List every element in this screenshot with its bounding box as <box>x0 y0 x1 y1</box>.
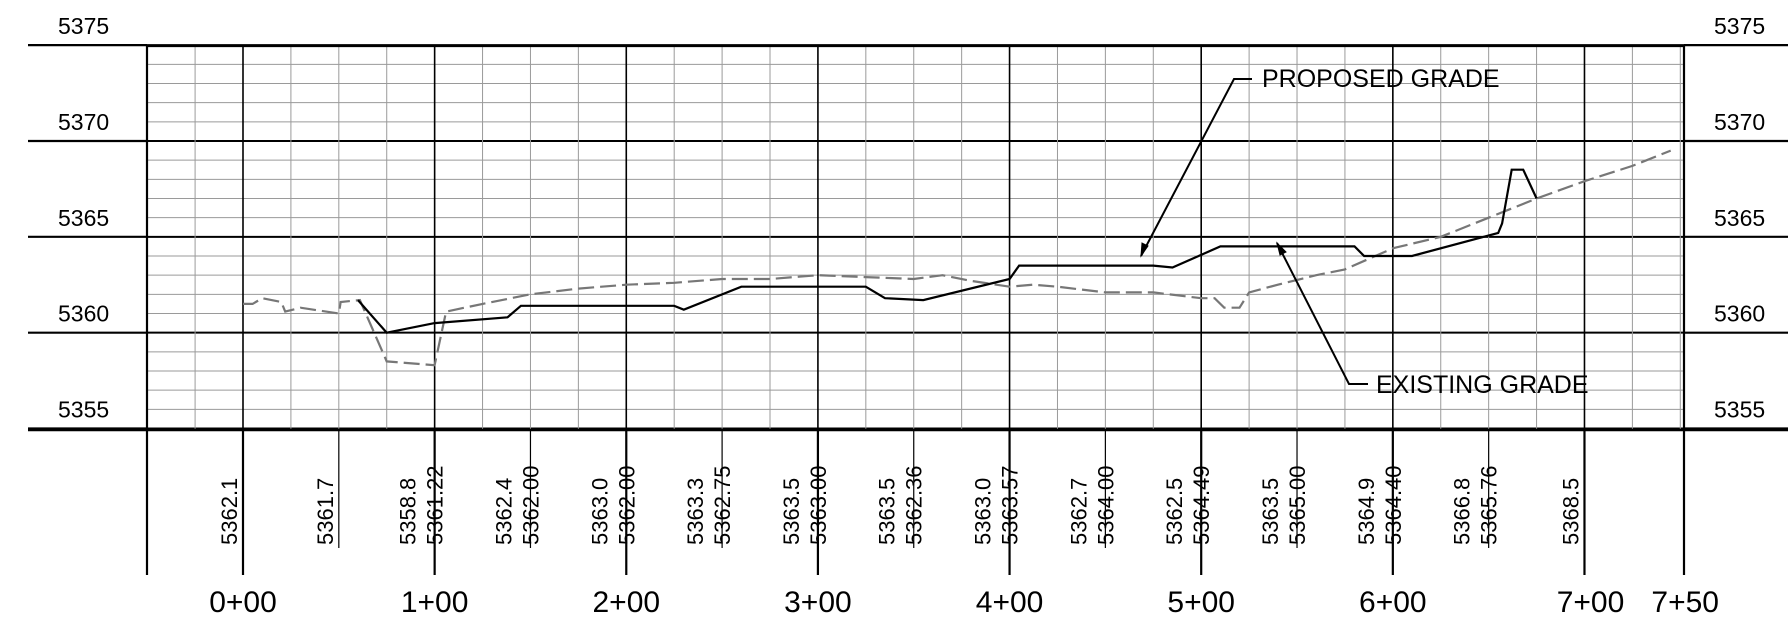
station-elevation-value: 5363.5 <box>875 478 900 545</box>
profile-grid <box>147 44 1684 430</box>
station-elevation-value: 5363.5 <box>779 478 804 545</box>
station-elevation-value: 5361.7 <box>313 478 338 545</box>
station-elevation-value: 5366.8 <box>1450 478 1475 545</box>
existing-grade-line <box>243 149 1672 367</box>
station-elevation-value: 5365.00 <box>1285 465 1310 545</box>
station-elevation-value: 5364.49 <box>1189 465 1214 545</box>
station-label: 2+00 <box>592 586 660 619</box>
proposed-grade-line <box>357 168 1538 334</box>
station-elevation-value: 5362.1 <box>217 478 242 545</box>
station-label: 3+00 <box>784 586 852 619</box>
elevation-label-left: 5365 <box>58 205 109 231</box>
station-value-table: 0+00 1+00 2+00 3+00 4+00 5+00 6+00 7+00 7+50 5362… <box>28 428 1788 619</box>
station-elevation-value: 5362.36 <box>902 465 927 545</box>
elevation-label-left: 5370 <box>58 109 109 135</box>
station-label: 7+50 <box>1651 586 1719 619</box>
station-elevation-value: 5365.76 <box>1477 465 1502 545</box>
station-elevation-value: 5362.75 <box>710 465 735 545</box>
station-elevation-value: 5364.00 <box>1093 465 1118 545</box>
station-elevation-value: 5362.00 <box>518 465 543 545</box>
existing-grade-callout: EXISTING GRADE <box>1276 241 1589 399</box>
station-label: 0+00 <box>209 586 277 619</box>
existing-grade-leader <box>1276 242 1368 385</box>
station-elevation-value: 5362.5 <box>1162 478 1187 545</box>
station-label: 4+00 <box>976 586 1044 619</box>
elevation-label-right: 5365 <box>1714 205 1765 231</box>
existing-grade-arrowhead <box>1276 241 1287 256</box>
station-label: 5+00 <box>1167 586 1235 619</box>
existing-grade-label: EXISTING GRADE <box>1376 371 1589 399</box>
elevation-label-left: 5355 <box>58 397 109 423</box>
station-elevation-value: 5364.40 <box>1381 465 1406 545</box>
proposed-grade-callout: PROPOSED GRADE <box>1140 65 1500 258</box>
elevation-label-right: 5375 <box>1714 13 1765 39</box>
station-elevation-value: 5363.5 <box>1258 478 1283 545</box>
elevation-label-left: 5375 <box>58 13 109 39</box>
station-elevation-value: 5362.4 <box>491 478 516 545</box>
station-elevation-value: 5361.22 <box>423 465 448 545</box>
station-label: 6+00 <box>1359 586 1427 619</box>
plot-frame <box>145 44 1686 575</box>
station-elevation-value: 5358.8 <box>396 478 421 545</box>
station-elevation-value: 5363.0 <box>971 478 996 545</box>
elevation-label-left: 5360 <box>58 301 109 327</box>
station-elevation-value: 5363.3 <box>683 478 708 545</box>
elevation-axis-right: 5355 5360 5365 5370 5375 <box>1684 13 1788 430</box>
station-elevation-value: 5363.57 <box>998 465 1023 545</box>
station-elevation-value: 5363.00 <box>806 465 831 545</box>
elevation-label-right: 5360 <box>1714 301 1765 327</box>
station-elevation-value: 5362.7 <box>1066 478 1091 545</box>
station-label: 7+00 <box>1557 586 1625 619</box>
proposed-grade-leader <box>1140 78 1252 257</box>
station-elevation-value: 5364.9 <box>1354 478 1379 545</box>
elevation-label-right: 5370 <box>1714 109 1765 135</box>
station-elevation-value: 5368.5 <box>1558 478 1583 545</box>
station-label: 1+00 <box>401 586 469 619</box>
station-elevation-value: 5362.00 <box>614 465 639 545</box>
elevation-label-right: 5355 <box>1714 397 1765 423</box>
proposed-grade-label: PROPOSED GRADE <box>1262 65 1500 93</box>
elevation-axis-left: 5355 5360 5365 5370 5375 <box>28 13 147 430</box>
station-elevation-value: 5363.0 <box>587 478 612 545</box>
proposed-grade-arrowhead <box>1140 242 1149 258</box>
